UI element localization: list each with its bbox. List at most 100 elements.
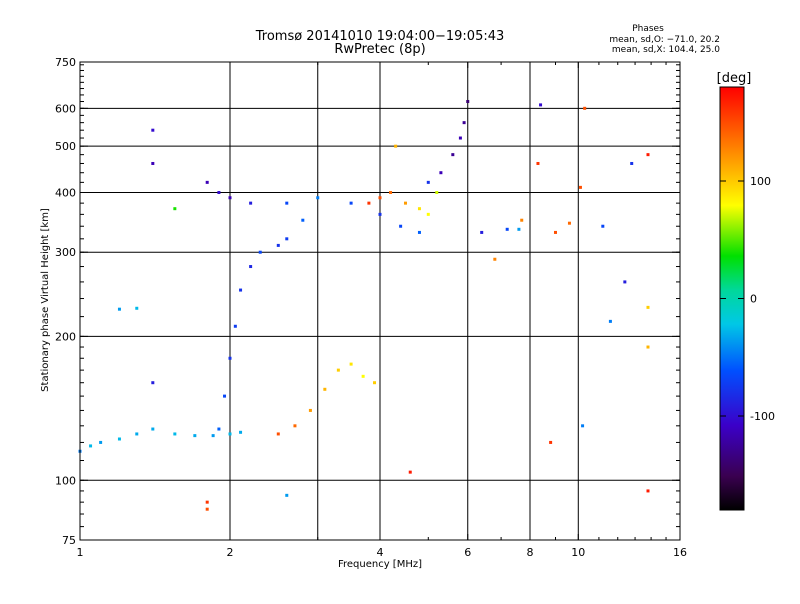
data-point — [217, 190, 221, 194]
data-point — [285, 201, 289, 205]
data-point — [578, 185, 582, 189]
data-point — [89, 444, 93, 448]
y-axis-label: Stationary phase Virtual Height [km] — [40, 208, 51, 392]
data-point — [417, 207, 421, 211]
y-tick-label: 750 — [55, 56, 76, 69]
data-point — [367, 201, 371, 205]
data-point — [646, 345, 650, 349]
data-point — [323, 387, 327, 391]
data-point — [451, 153, 455, 157]
data-point — [205, 507, 209, 511]
data-point — [439, 171, 443, 175]
stats-title: Phases — [632, 24, 664, 34]
data-point — [223, 394, 227, 398]
data-point — [517, 227, 521, 231]
data-point — [285, 493, 289, 497]
data-point — [520, 218, 524, 222]
colorbar-tick-label: 0 — [750, 293, 757, 306]
data-point — [249, 201, 253, 205]
x-tick-label: 1 — [77, 546, 84, 559]
x-axis-label: Frequency [MHz] — [338, 559, 422, 570]
x-tick-label: 8 — [527, 546, 534, 559]
data-point — [539, 103, 543, 107]
data-point — [151, 381, 155, 385]
data-point — [646, 305, 650, 309]
y-tick-label: 300 — [55, 246, 76, 259]
data-point — [403, 201, 407, 205]
data-point — [646, 489, 650, 493]
data-point — [151, 427, 155, 431]
data-point — [336, 368, 340, 372]
chart-subtitle: RwPretec (8p) — [334, 42, 425, 57]
data-point — [389, 190, 393, 194]
data-point — [135, 306, 139, 310]
data-point — [373, 381, 377, 385]
colorbar-label: [deg] — [717, 71, 752, 86]
data-point — [417, 230, 421, 234]
data-point — [505, 227, 509, 231]
data-point — [378, 212, 382, 216]
data-point — [301, 218, 305, 222]
data-point — [394, 144, 398, 148]
data-point — [173, 207, 177, 211]
data-point — [553, 230, 557, 234]
grid-lines — [80, 62, 680, 540]
data-point — [205, 500, 209, 504]
y-tick-label: 100 — [55, 474, 76, 487]
data-point — [99, 440, 103, 444]
x-tick-label: 6 — [464, 546, 471, 559]
y-tick-label: 600 — [55, 102, 76, 115]
data-point — [205, 180, 209, 184]
data-point — [462, 121, 466, 125]
data-point — [211, 434, 215, 438]
data-point — [276, 243, 280, 247]
data-points — [78, 100, 650, 511]
data-point — [228, 196, 232, 200]
data-point — [349, 362, 353, 366]
x-tick-label: 4 — [377, 546, 384, 559]
data-point — [285, 237, 289, 241]
data-point — [493, 257, 497, 261]
colorbar-ticks: 100 0 -100 — [720, 175, 775, 423]
data-point — [426, 212, 430, 216]
data-point — [466, 100, 470, 104]
data-point — [435, 190, 439, 194]
data-point — [316, 196, 320, 200]
x-tick-label: 16 — [673, 546, 687, 559]
data-point — [258, 250, 262, 254]
data-point — [276, 432, 280, 436]
data-point — [378, 196, 382, 200]
data-point — [308, 408, 312, 412]
data-point — [349, 201, 353, 205]
data-point — [567, 221, 571, 225]
data-point — [233, 324, 237, 328]
y-tick-label: 500 — [55, 140, 76, 153]
data-point — [426, 180, 430, 184]
colorbar-tick-label: -100 — [750, 410, 775, 423]
data-point — [646, 153, 650, 157]
y-axis-ticks: 75 100 200 300 400 500 600 750 — [55, 56, 680, 547]
data-point — [228, 356, 232, 360]
x-tick-label: 2 — [227, 546, 234, 559]
data-point — [583, 106, 587, 110]
data-point — [601, 224, 605, 228]
y-tick-label: 200 — [55, 330, 76, 343]
data-point — [361, 374, 365, 378]
x-tick-label: 10 — [571, 546, 585, 559]
data-point — [193, 434, 197, 438]
data-point — [549, 440, 553, 444]
data-point — [249, 265, 253, 269]
stats-line-o: mean, sd,O: −71.0, 20.2 — [609, 35, 720, 45]
chart-title: Tromsø 20141010 19:04:00−19:05:43 — [255, 29, 505, 44]
data-point — [480, 230, 484, 234]
data-point — [228, 432, 232, 436]
data-point — [239, 288, 243, 292]
data-point — [151, 128, 155, 132]
data-point — [458, 136, 462, 140]
data-point — [173, 432, 177, 436]
colorbar-tick-label: 100 — [750, 175, 771, 188]
stats-line-x: mean, sd,X: 104.4, 25.0 — [612, 45, 720, 55]
data-point — [217, 427, 221, 431]
